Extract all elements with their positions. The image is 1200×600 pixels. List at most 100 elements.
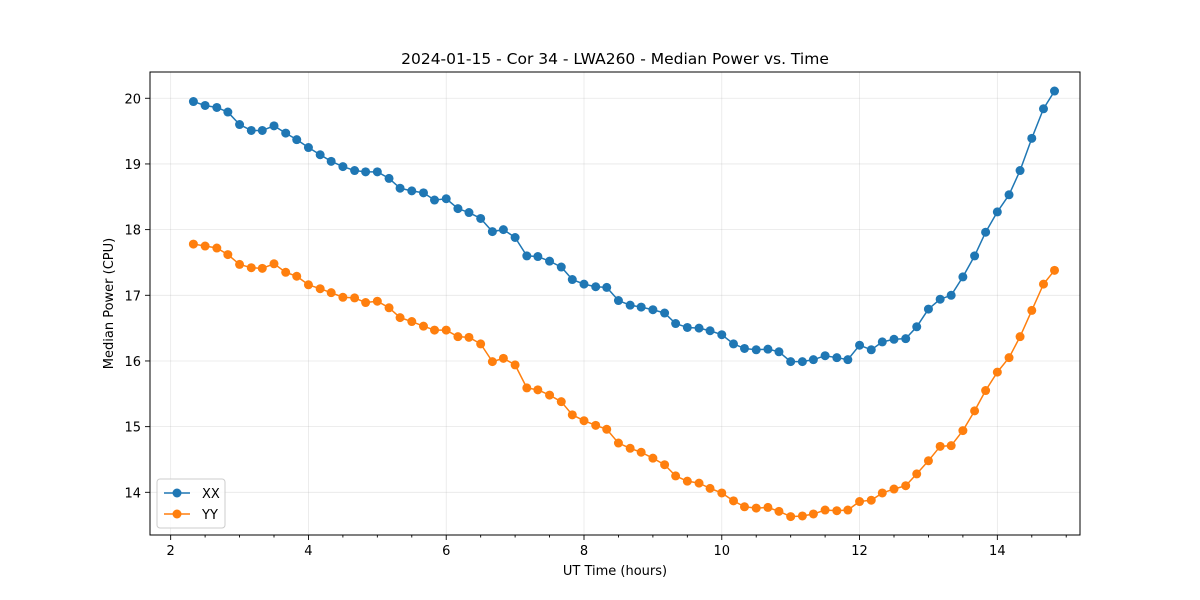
data-point-xx — [694, 323, 704, 333]
data-point-yy — [923, 456, 933, 466]
y-axis-title: Median Power (CPU) — [102, 238, 117, 369]
data-point-yy — [200, 241, 210, 251]
data-point-xx — [648, 305, 658, 315]
data-point-yy — [303, 280, 313, 290]
data-point-yy — [1004, 353, 1014, 363]
data-point-xx — [269, 121, 279, 131]
data-point-yy — [384, 303, 394, 313]
data-point-yy — [441, 325, 451, 335]
data-point-yy — [660, 460, 670, 470]
data-point-yy — [498, 353, 508, 363]
data-point-yy — [246, 263, 256, 273]
data-point-xx — [338, 162, 348, 172]
y-tick-label: 15 — [124, 421, 141, 436]
data-point-xx — [728, 339, 738, 349]
data-point-xx — [361, 167, 371, 177]
x-tick-label: 12 — [851, 544, 868, 559]
data-point-xx — [591, 282, 601, 292]
data-point-xx — [740, 343, 750, 353]
data-point-xx — [395, 183, 405, 193]
series-line-yy — [193, 243, 1056, 518]
data-point-yy — [694, 478, 704, 488]
data-point-yy — [418, 321, 428, 331]
data-point-xx — [292, 135, 302, 145]
data-point-xx — [981, 227, 991, 237]
data-point-yy — [533, 385, 543, 395]
data-point-xx — [797, 357, 807, 367]
data-point-yy — [407, 317, 417, 327]
data-point-xx — [866, 345, 876, 355]
data-point-xx — [970, 251, 980, 261]
data-point-xx — [556, 262, 566, 272]
data-point-xx — [855, 340, 865, 350]
data-point-yy — [855, 497, 865, 507]
data-point-yy — [602, 424, 612, 434]
data-point-yy — [763, 502, 773, 512]
series-yy — [188, 239, 1060, 522]
data-point-xx — [820, 351, 830, 361]
data-point-xx — [498, 225, 508, 235]
data-point-xx — [923, 304, 933, 314]
data-point-xx — [1015, 166, 1025, 176]
data-point-xx — [1027, 133, 1037, 143]
data-point-yy — [728, 496, 738, 506]
legend-marker-xx — [172, 488, 182, 498]
data-point-xx — [660, 308, 670, 318]
data-point-xx — [533, 252, 543, 262]
data-point-xx — [350, 166, 360, 176]
x-tick-label: 8 — [580, 544, 588, 559]
data-point-xx — [625, 300, 635, 310]
data-point-yy — [740, 502, 750, 512]
data-point-yy — [235, 259, 245, 269]
legend-marker-yy — [172, 509, 182, 519]
y-tick-label: 14 — [124, 486, 141, 501]
data-point-yy — [717, 488, 727, 498]
data-point-yy — [774, 506, 784, 516]
data-point-yy — [315, 284, 325, 294]
data-point-xx — [545, 256, 555, 266]
data-point-xx — [372, 167, 382, 177]
data-point-yy — [613, 438, 623, 448]
data-point-yy — [188, 239, 198, 249]
data-point-yy — [935, 441, 945, 451]
data-point-yy — [808, 509, 818, 519]
data-point-yy — [832, 506, 842, 516]
data-point-yy — [591, 420, 601, 430]
data-point-yy — [487, 357, 497, 367]
y-tick-label: 17 — [124, 289, 141, 304]
data-point-xx — [326, 156, 336, 166]
x-tick-label: 2 — [167, 544, 175, 559]
data-point-xx — [453, 204, 463, 214]
data-point-yy — [453, 332, 463, 342]
data-point-xx — [705, 326, 715, 336]
data-point-yy — [292, 271, 302, 281]
data-point-yy — [464, 332, 474, 342]
data-point-xx — [636, 302, 646, 312]
series-line-xx — [193, 90, 1056, 363]
data-point-xx — [315, 150, 325, 160]
data-point-yy — [1015, 332, 1025, 342]
data-point-xx — [476, 213, 486, 223]
data-point-yy — [269, 259, 279, 269]
data-point-xx — [832, 353, 842, 363]
data-point-xx — [751, 345, 761, 355]
legend: XX YY — [156, 478, 226, 529]
data-point-xx — [384, 173, 394, 183]
data-point-yy — [430, 325, 440, 335]
axis-ticks: 2 4 6 8 10 12 14 14 15 16 17 18 19 20 — [124, 92, 1067, 559]
data-point-yy — [636, 447, 646, 457]
data-point-yy — [522, 383, 532, 393]
data-point-xx — [464, 208, 474, 218]
data-point-xx — [602, 282, 612, 292]
data-point-yy — [820, 505, 830, 515]
data-point-xx — [717, 330, 727, 340]
data-point-xx — [889, 334, 899, 344]
data-point-yy — [671, 471, 681, 481]
y-tick-label: 20 — [124, 92, 141, 107]
data-point-xx — [579, 279, 589, 289]
data-point-xx — [763, 344, 773, 354]
data-point-yy — [395, 313, 405, 323]
data-point-xx — [418, 188, 428, 198]
data-point-xx — [843, 355, 853, 365]
data-point-xx — [1050, 86, 1060, 96]
